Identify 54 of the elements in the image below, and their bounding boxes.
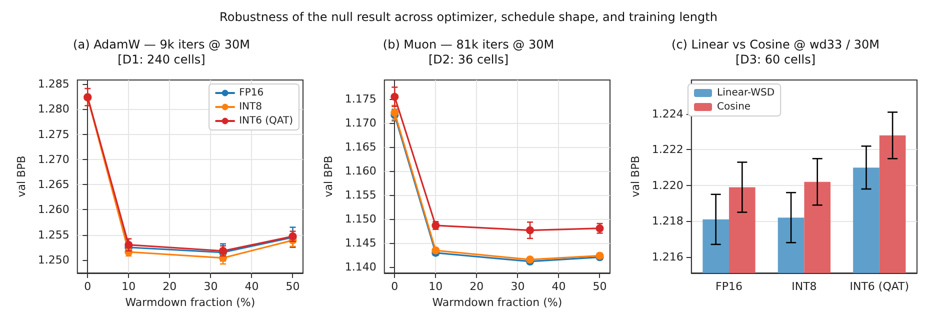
x-tick-label: 40 <box>552 280 566 293</box>
x-tick-label: 20 <box>162 280 177 293</box>
x-tick-label: INT8 <box>792 280 817 293</box>
y-tick-label: 1.265 <box>38 178 70 192</box>
y-tick-label: 1.275 <box>38 128 70 141</box>
y-tick-label: 1.218 <box>652 214 684 228</box>
x-tick-label: 50 <box>286 280 300 293</box>
y-axis-title: val BPB <box>15 156 28 198</box>
chart-title: (a) AdamW — 9k iters @ 30M [D1: 240 cells] <box>73 38 250 66</box>
x-tick-label: INT6 (QAT) <box>850 280 910 293</box>
point <box>526 226 534 234</box>
y-tick-label: 1.165 <box>344 140 376 154</box>
point <box>390 108 399 117</box>
point <box>124 240 133 249</box>
x-tick-label: 40 <box>244 280 259 293</box>
x-tick-label: 0 <box>84 280 92 293</box>
legend-label: INT8 <box>239 102 262 112</box>
x-axis-title: Warmdown fraction (%) <box>432 296 562 309</box>
y-tick-label: 1.220 <box>652 178 684 192</box>
y-tick-label: 1.222 <box>652 143 684 156</box>
x-tick-label: 30 <box>204 280 218 293</box>
y-axis-title: val BPB <box>629 156 642 198</box>
y-tick-label: 1.280 <box>38 102 70 116</box>
x-tick-label: 10 <box>122 280 136 293</box>
y-tick-label: 1.224 <box>652 107 684 120</box>
y-tick-label: 1.250 <box>38 253 70 266</box>
y-tick-label: 1.140 <box>344 260 376 274</box>
y-tick-label: 1.145 <box>344 236 376 250</box>
legend-label: INT6 (QAT) <box>239 116 294 126</box>
chart-title: (c) Linear vs Cosine @ wd33 / 30M [D3: 60 cells] <box>672 38 880 66</box>
y-tick-label: 1.216 <box>652 250 684 264</box>
x-tick-label: 0 <box>391 280 398 293</box>
y-tick-label: 1.155 <box>344 188 376 202</box>
point <box>390 92 399 101</box>
text: Robustness of the null result across optimizer, schedule shape, and training length <box>218 9 718 26</box>
y-tick-label: 1.170 <box>344 116 376 130</box>
chart-title: (b) Muon — 81k iters @ 30M [D2: 36 cells] <box>382 38 554 66</box>
y-tick-label: 1.255 <box>38 228 70 242</box>
y-axis-title: val BPB <box>322 156 335 198</box>
x-axis-title: Warmdown fraction (%) <box>125 296 256 309</box>
y-tick-label: 1.175 <box>344 92 376 106</box>
x-tick-label: 20 <box>470 280 484 293</box>
y-tick-label: 1.270 <box>38 152 70 166</box>
y-tick-label: 1.150 <box>344 212 376 226</box>
y-tick-label: 1.160 <box>344 164 376 178</box>
y-tick-label: 1.260 <box>38 203 70 216</box>
x-tick-label: FP16 <box>716 280 742 293</box>
legend-label: Cosine <box>717 102 751 112</box>
legend-label: Linear-WSD <box>717 88 775 98</box>
legend-label: FP16 <box>239 88 264 98</box>
x-tick-label: 10 <box>428 280 443 293</box>
x-tick-label: 50 <box>592 280 607 293</box>
y-tick-label: 1.285 <box>38 78 70 91</box>
x-tick-label: 30 <box>510 280 525 293</box>
